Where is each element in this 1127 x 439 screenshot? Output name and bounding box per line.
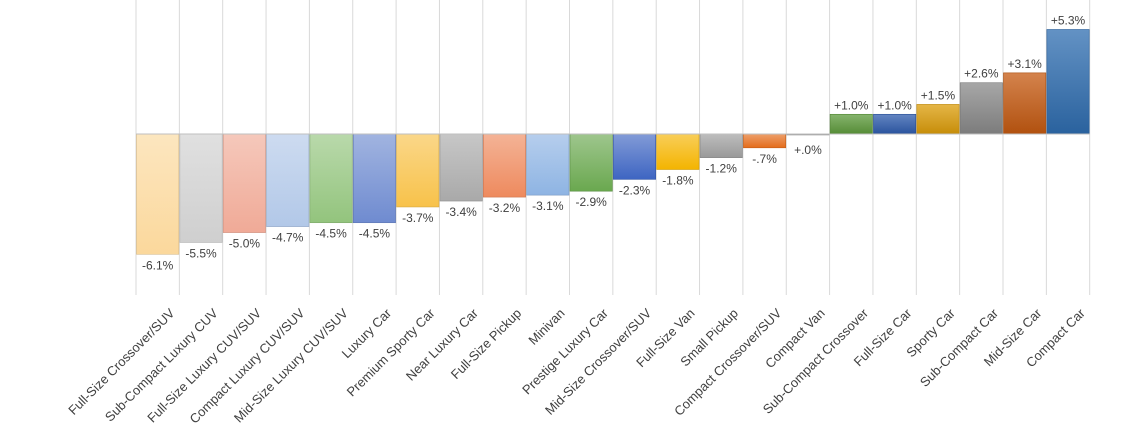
category-label: Sub-Compact Car (917, 305, 1002, 390)
bar (699, 133, 743, 158)
bar (266, 133, 310, 227)
value-label: -1.8% (662, 173, 694, 187)
value-label: -3.4% (445, 205, 477, 219)
value-label: -4.5% (359, 227, 391, 241)
value-label: -2.9% (575, 195, 607, 209)
bar (656, 133, 700, 170)
bar (179, 133, 223, 243)
bar (1046, 29, 1090, 135)
value-label: -4.7% (272, 231, 304, 245)
value-label: +.0% (794, 143, 822, 157)
value-label: -1.2% (706, 162, 738, 176)
bar (1003, 72, 1047, 135)
category-label: Minivan (525, 306, 567, 348)
value-label: -.7% (752, 152, 777, 166)
bar (396, 133, 440, 208)
value-label: -5.5% (185, 246, 217, 260)
bar (439, 133, 483, 202)
bar (959, 82, 1003, 135)
value-label: +1.0% (877, 98, 912, 112)
value-label: -3.1% (532, 199, 564, 213)
bar (309, 133, 353, 224)
bar (526, 133, 570, 196)
value-label: +3.1% (1007, 57, 1042, 71)
bar (222, 133, 266, 233)
chart-gridlines (135, 0, 1091, 295)
value-label: -6.1% (142, 258, 174, 272)
bar (829, 113, 873, 135)
value-label: -4.5% (315, 227, 347, 241)
bar (352, 133, 396, 224)
value-label: +2.6% (964, 67, 999, 81)
bar (613, 133, 656, 180)
value-label: +5.3% (1051, 14, 1086, 28)
value-label: -5.0% (229, 237, 261, 251)
bar (136, 133, 180, 255)
bar (873, 113, 917, 135)
value-label: -3.7% (402, 211, 434, 225)
bar (743, 133, 787, 149)
bar (569, 133, 613, 192)
bar (916, 104, 960, 135)
value-label: -3.2% (489, 201, 521, 215)
chart-bars (136, 29, 1090, 255)
value-label: +1.5% (921, 88, 956, 102)
value-label: -2.3% (619, 183, 651, 197)
value-label: +1.0% (834, 98, 869, 112)
bar (482, 133, 526, 198)
chart-value-labels: -6.1% -5.5% -5.0% -4.7% -4.5% -4.5% -3.7% -3.4%… (142, 14, 1086, 273)
